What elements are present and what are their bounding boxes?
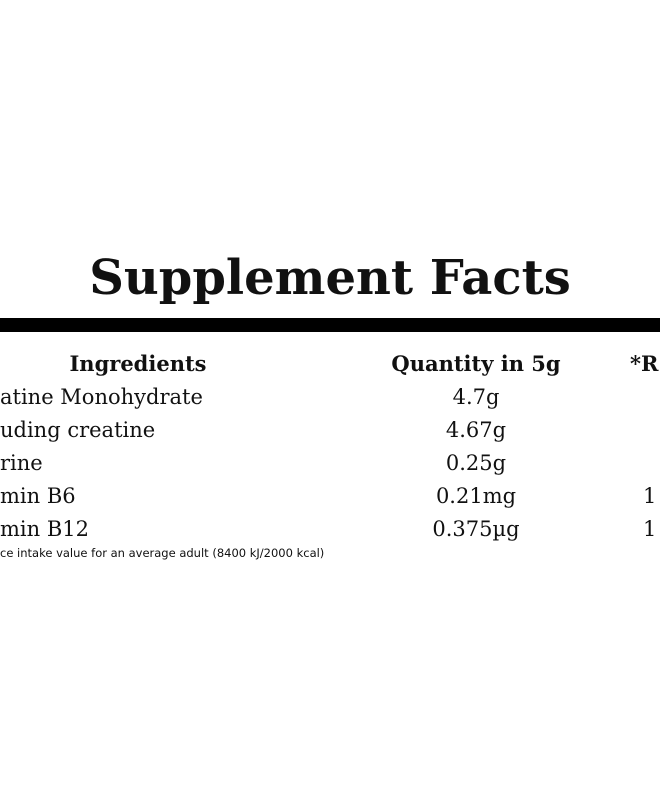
quantity: 4.67g [445,418,507,442]
quantity: 0.25g [445,451,507,475]
column-header: *R [630,351,659,376]
ingredient-name: uding creatine [0,418,156,442]
reference-value: 1 [643,484,657,508]
column-header: Quantity in 5g [391,351,561,376]
title: Supplement Facts [89,250,571,306]
ingredient-name: atine Monohydrate [0,385,203,409]
ingredient-name: min B6 [0,484,76,508]
quantity: 0.375µg [432,517,520,541]
quantity: 4.7g [452,385,500,409]
reference-value: 1 [643,517,657,541]
column-header: Ingredients [69,351,207,376]
ingredient-name: rine [0,451,43,475]
footnote: ce intake value for an average adult (84… [0,546,325,560]
quantity: 0.21mg [435,484,517,508]
ingredient-name: min B12 [0,517,89,541]
divider-bar [0,318,660,332]
